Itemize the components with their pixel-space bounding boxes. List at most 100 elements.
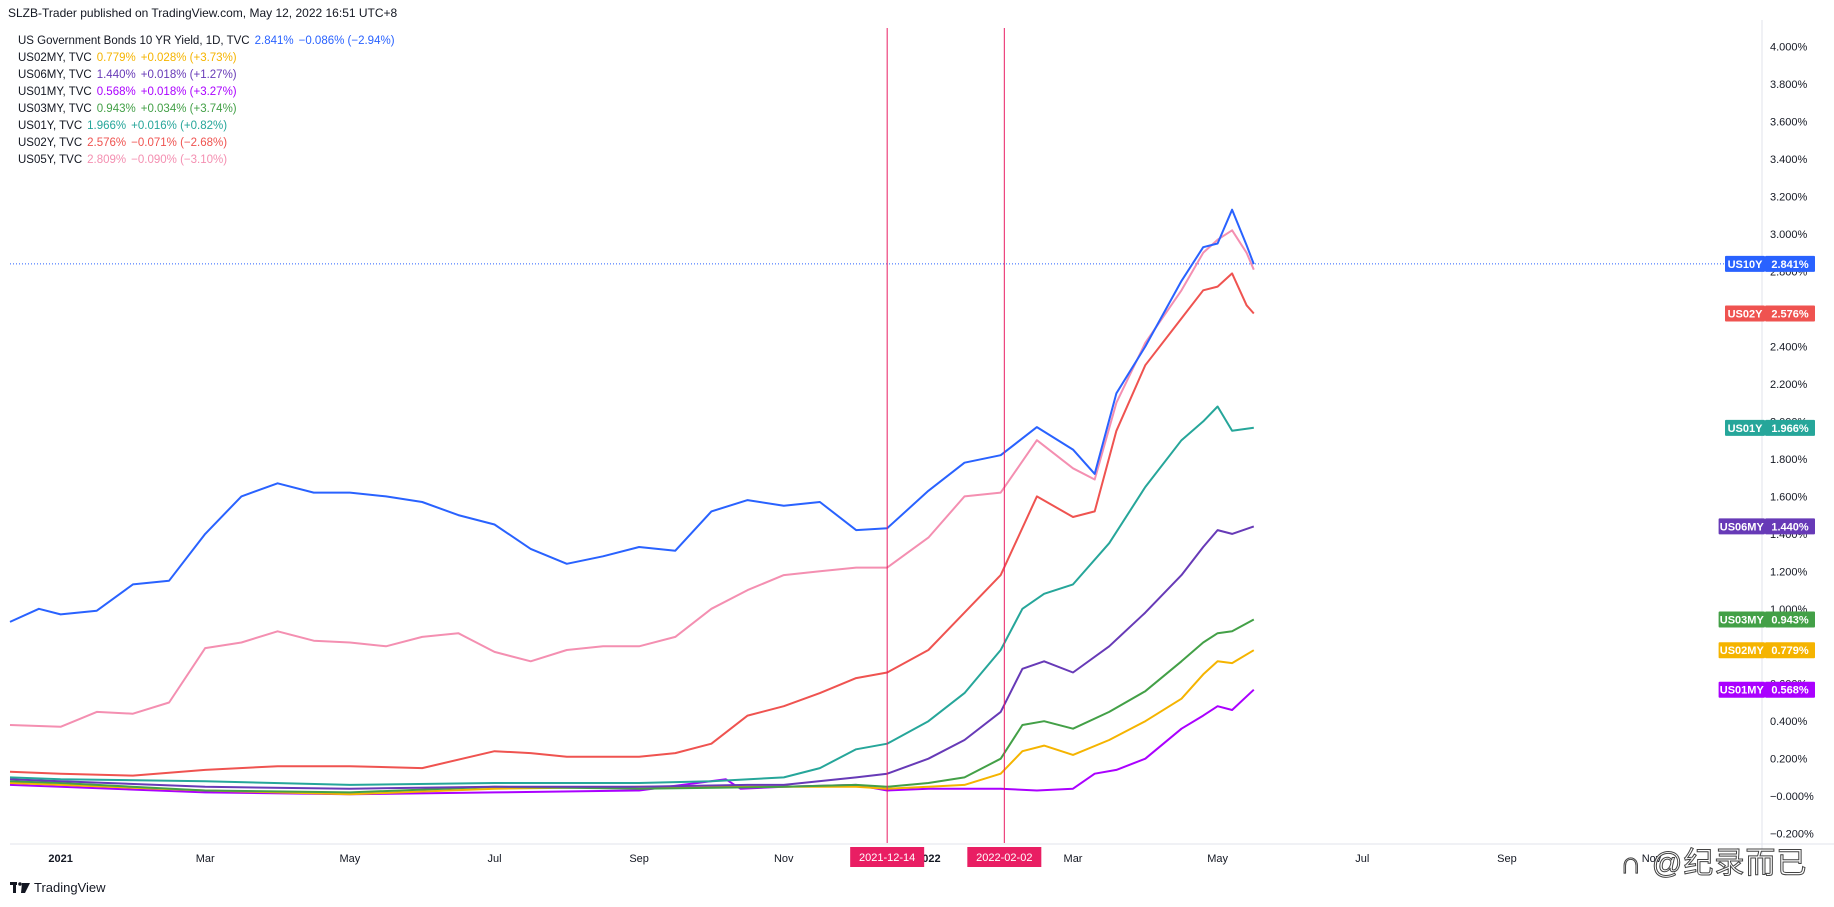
series-line-us10y[interactable]	[9, 208, 1255, 623]
tradingview-logo-icon	[10, 881, 30, 893]
watermark-text: ∩ @纪录而已	[1619, 847, 1808, 881]
date-marker-badge	[967, 847, 1042, 867]
legend-series-change: −0.071% (−2.68%)	[131, 137, 228, 149]
legend-row[interactable]: US06MY, TVC 1.440% +0.018% (+1.27%)	[18, 67, 395, 84]
series-value-badge	[1765, 305, 1815, 322]
tradingview-brand[interactable]: TradingView	[10, 880, 106, 895]
legend-row[interactable]: US02MY, TVC 0.779% +0.028% (+3.73%)	[18, 50, 395, 67]
y-tick-label: 1.600%	[1770, 491, 1808, 503]
series-name-badge	[1725, 419, 1765, 436]
series-value-badge-label: 1.966%	[1771, 423, 1809, 435]
series-name-badge	[1725, 305, 1765, 322]
series-value-badge-label: 2.576%	[1771, 309, 1809, 321]
y-tick-label: 3.600%	[1770, 117, 1808, 129]
series-line-us05y[interactable]	[9, 229, 1255, 728]
legend-row[interactable]: US02Y, TVC 2.576% −0.071% (−2.68%)	[18, 135, 395, 152]
legend-series-change: +0.018% (+3.27%)	[140, 86, 237, 98]
legend-series-value: 1.966%	[87, 120, 127, 132]
x-tick-label: Jul	[1355, 853, 1369, 865]
series-name-badge-label: US06MY	[1720, 521, 1765, 533]
x-tick-label: Nov	[1642, 853, 1662, 865]
series-legend: US Government Bonds 10 YR Yield, 1D, TVC…	[18, 33, 395, 169]
series-value-badge	[1765, 419, 1815, 436]
legend-series-change: +0.028% (+3.73%)	[140, 52, 237, 64]
series-value-badge	[1765, 255, 1815, 272]
legend-row[interactable]: US05Y, TVC 2.809% −0.090% (−3.10%)	[18, 152, 395, 169]
series-line-us03my[interactable]	[9, 618, 1255, 794]
x-tick-label: May	[339, 853, 360, 865]
series-name-badge	[1725, 255, 1765, 272]
x-tick-label: Sep	[1497, 853, 1517, 865]
y-tick-label: 2.400%	[1770, 342, 1808, 354]
legend-series-name: US02Y, TVC	[18, 137, 83, 149]
y-tick-label: −0.000%	[1770, 791, 1814, 803]
legend-row[interactable]: US01MY, TVC 0.568% +0.018% (+3.27%)	[18, 84, 395, 101]
legend-row[interactable]: US03MY, TVC 0.943% +0.034% (+3.74%)	[18, 101, 395, 118]
date-marker-badge	[850, 847, 925, 867]
y-tick-label: 1.200%	[1770, 566, 1808, 578]
legend-series-value: 2.809%	[87, 154, 127, 166]
series-name-badge-label: US02MY	[1720, 645, 1765, 657]
legend-series-name: US01MY, TVC	[18, 86, 92, 98]
legend-series-value: 2.841%	[254, 35, 294, 47]
series-name-badge	[1718, 642, 1765, 659]
brand-label: TradingView	[34, 880, 106, 895]
legend-series-value: 1.440%	[96, 69, 136, 81]
x-tick-label: Mar	[1064, 853, 1083, 865]
legend-series-value: 2.576%	[87, 137, 127, 149]
series-name-badge	[1718, 681, 1765, 698]
series-name-badge-label: US10Y	[1728, 259, 1764, 271]
x-tick-label: Nov	[774, 853, 794, 865]
series-value-badge	[1765, 518, 1815, 535]
series-name-badge	[1718, 518, 1765, 535]
x-tick-label: Sep	[629, 853, 649, 865]
legend-series-name: US02MY, TVC	[18, 52, 92, 64]
legend-series-change: +0.018% (+1.27%)	[140, 69, 237, 81]
series-line-us01y[interactable]	[9, 405, 1254, 786]
series-name-badge	[1718, 611, 1765, 628]
y-tick-label: 0.200%	[1770, 754, 1808, 766]
x-tick-label: May	[1207, 853, 1228, 865]
series-name-badge-label: US02Y	[1728, 309, 1764, 321]
y-tick-label: 1.800%	[1770, 454, 1808, 466]
legend-series-name: US01Y, TVC	[18, 120, 83, 132]
y-tick-label: 3.200%	[1770, 192, 1808, 204]
series-value-badge-label: 0.943%	[1771, 614, 1809, 626]
legend-series-name: US06MY, TVC	[18, 69, 92, 81]
x-tick-label: Jul	[487, 853, 501, 865]
legend-row[interactable]: US Government Bonds 10 YR Yield, 1D, TVC…	[18, 33, 395, 50]
legend-series-value: 0.779%	[96, 52, 136, 64]
series-name-badge-label: US01MY	[1720, 685, 1765, 697]
series-value-badge	[1765, 611, 1815, 628]
series-value-badge	[1765, 642, 1815, 659]
legend-series-name: US05Y, TVC	[18, 154, 83, 166]
x-tick-label: 2021	[48, 853, 72, 865]
y-tick-label: 4.000%	[1770, 42, 1808, 54]
series-name-badge-label: US01Y	[1728, 423, 1764, 435]
series-line-us01my[interactable]	[9, 688, 1255, 796]
date-marker-label: 2022-02-02	[976, 852, 1032, 864]
series-value-badge-label: 0.779%	[1771, 645, 1809, 657]
x-tick-label: Mar	[196, 853, 215, 865]
legend-series-name: US03MY, TVC	[18, 103, 92, 115]
legend-series-change: −0.086% (−2.94%)	[298, 35, 395, 47]
series-value-badge-label: 2.841%	[1771, 259, 1809, 271]
legend-series-name: US Government Bonds 10 YR Yield, 1D, TVC	[18, 35, 250, 47]
series-line-us02y[interactable]	[9, 272, 1255, 777]
legend-series-change: +0.034% (+3.74%)	[140, 103, 237, 115]
series-name-badge-label: US03MY	[1720, 614, 1765, 626]
series-value-badge-label: 1.440%	[1771, 521, 1809, 533]
series-line-us06my[interactable]	[9, 525, 1255, 790]
y-tick-label: 3.000%	[1770, 229, 1808, 241]
legend-row[interactable]: US01Y, TVC 1.966% +0.016% (+0.82%)	[18, 118, 395, 135]
legend-series-value: 0.568%	[96, 86, 136, 98]
series-line-us02my[interactable]	[9, 649, 1255, 796]
y-tick-label: 3.400%	[1770, 154, 1808, 166]
y-tick-label: 3.800%	[1770, 79, 1808, 91]
series-value-badge	[1765, 681, 1815, 698]
publisher-line: SLZB-Trader published on TradingView.com…	[8, 6, 398, 20]
date-marker-label: 2021-12-14	[859, 852, 915, 864]
y-tick-label: −0.200%	[1770, 829, 1814, 841]
series-value-badge-label: 0.568%	[1771, 685, 1809, 697]
